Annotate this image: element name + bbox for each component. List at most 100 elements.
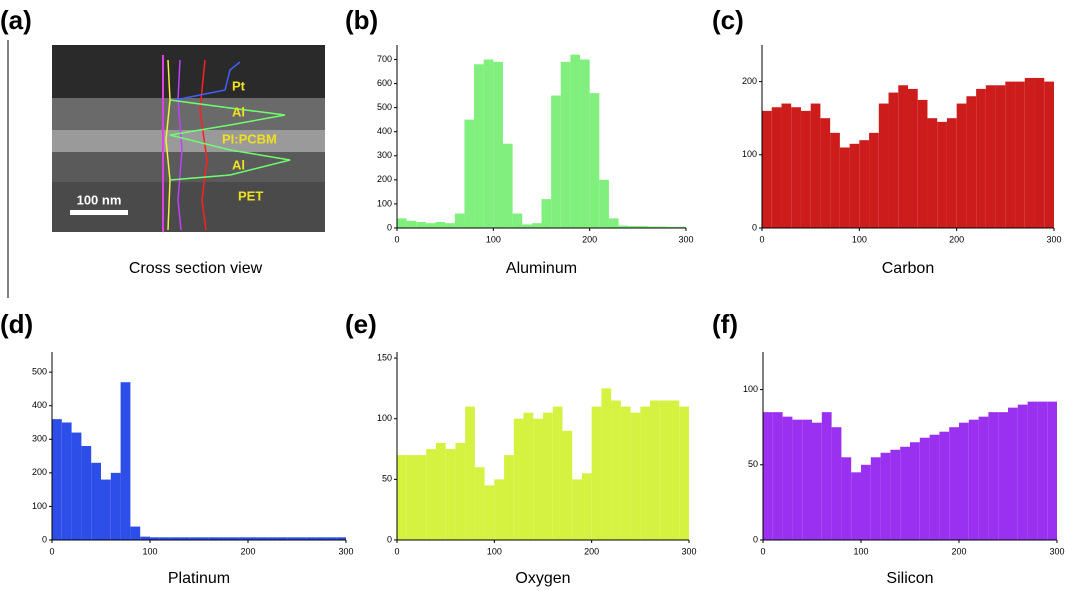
x-axis-title: Silicon (886, 570, 933, 587)
y-tick-label: 100 (377, 413, 392, 423)
y-tick-label: 0 (753, 534, 758, 544)
bar (199, 537, 209, 540)
bar (976, 88, 986, 228)
bar (101, 479, 111, 540)
bar (551, 95, 561, 228)
bar (812, 422, 822, 540)
bar (763, 412, 773, 540)
bar (772, 412, 783, 540)
bar (425, 223, 436, 228)
bar (445, 449, 456, 540)
annotation: PET (238, 188, 263, 203)
y-tick-label: 300 (32, 434, 47, 444)
x-tick-label: 300 (678, 234, 693, 244)
bar (130, 526, 141, 540)
bar (416, 221, 426, 228)
y-tick-label: 50 (748, 459, 758, 469)
y-tick-label: 400 (377, 126, 392, 136)
bar (657, 226, 667, 228)
bar (1047, 401, 1057, 540)
x-axis-title: Carbon (882, 260, 934, 277)
bar (591, 406, 602, 540)
y-tick-label: 100 (377, 198, 392, 208)
x-tick-label: 200 (951, 546, 966, 556)
bar (599, 179, 609, 228)
bar (919, 437, 930, 540)
bar (464, 119, 475, 228)
x-tick-label: 0 (759, 234, 764, 244)
panel-label: (f) (712, 309, 738, 339)
bar (781, 103, 792, 228)
y-tick-label: 0 (387, 534, 392, 544)
y-tick-label: 300 (377, 150, 392, 160)
bar (208, 537, 219, 540)
caption: Cross section view (129, 260, 263, 277)
y-tick-label: 100 (743, 384, 758, 394)
bar (927, 118, 938, 228)
bar (560, 61, 571, 229)
micrograph (52, 45, 325, 232)
bar (666, 226, 677, 228)
panel-label: (b) (345, 5, 378, 35)
panel: (e) 0 50 100 150 0 100 200 300 Oxygen (345, 309, 697, 587)
x-tick-label: 200 (582, 234, 597, 244)
bar (52, 419, 62, 540)
x-tick-label: 100 (853, 546, 868, 556)
bar (454, 213, 465, 228)
bar (455, 442, 466, 540)
bar (426, 449, 436, 540)
panel: (a) 100 nm Pt Al PI:PCBM Al PET Cross section v… (0, 5, 277, 277)
panel: (d) 0 100 200 300 400 500 0 100 200 300 Platinum (0, 309, 354, 587)
bar (640, 406, 651, 540)
bar (326, 537, 337, 540)
bar (189, 537, 199, 540)
bar (898, 85, 908, 228)
x-tick-label: 0 (394, 234, 399, 244)
bar (248, 537, 258, 540)
x-tick-label: 300 (338, 546, 353, 556)
bar (861, 464, 871, 540)
bar (771, 107, 782, 228)
bar (179, 537, 190, 540)
bar (71, 432, 82, 540)
bar (878, 103, 889, 228)
bar (669, 400, 680, 540)
bar (483, 59, 494, 228)
panel-label: (d) (0, 309, 33, 339)
bar (929, 434, 940, 540)
bar (830, 132, 840, 228)
x-tick-label: 0 (49, 546, 54, 556)
bar (676, 226, 686, 228)
bar (257, 537, 268, 540)
bar (851, 472, 861, 540)
bar (890, 449, 901, 540)
bar (908, 88, 918, 228)
bar (218, 537, 229, 540)
x-tick-label: 100 (486, 234, 501, 244)
bar (849, 143, 860, 228)
bar (968, 419, 979, 540)
bar (910, 442, 920, 540)
x-tick-label: 300 (681, 546, 696, 556)
y-tick-label: 0 (42, 534, 47, 544)
bar (937, 121, 947, 228)
bar (513, 418, 524, 540)
bar (959, 422, 969, 540)
panel: (c) 0 100 200 0 100 200 300 Carbon (712, 5, 1062, 277)
bar (978, 416, 989, 540)
bar (611, 400, 621, 540)
bar (91, 462, 101, 540)
y-tick-label: 200 (32, 467, 47, 477)
x-tick-label: 0 (760, 546, 765, 556)
bar (287, 537, 297, 540)
bar (238, 537, 248, 540)
panel: (b) 0 100 200 300 400 500 600 700 0 100 200 300 Alumi… (345, 5, 694, 277)
bar (791, 107, 801, 228)
bar (618, 225, 629, 228)
bar (110, 472, 121, 540)
bar (679, 406, 689, 540)
bar (1017, 404, 1028, 540)
bar (1034, 77, 1045, 228)
annotation: Al (232, 104, 245, 119)
